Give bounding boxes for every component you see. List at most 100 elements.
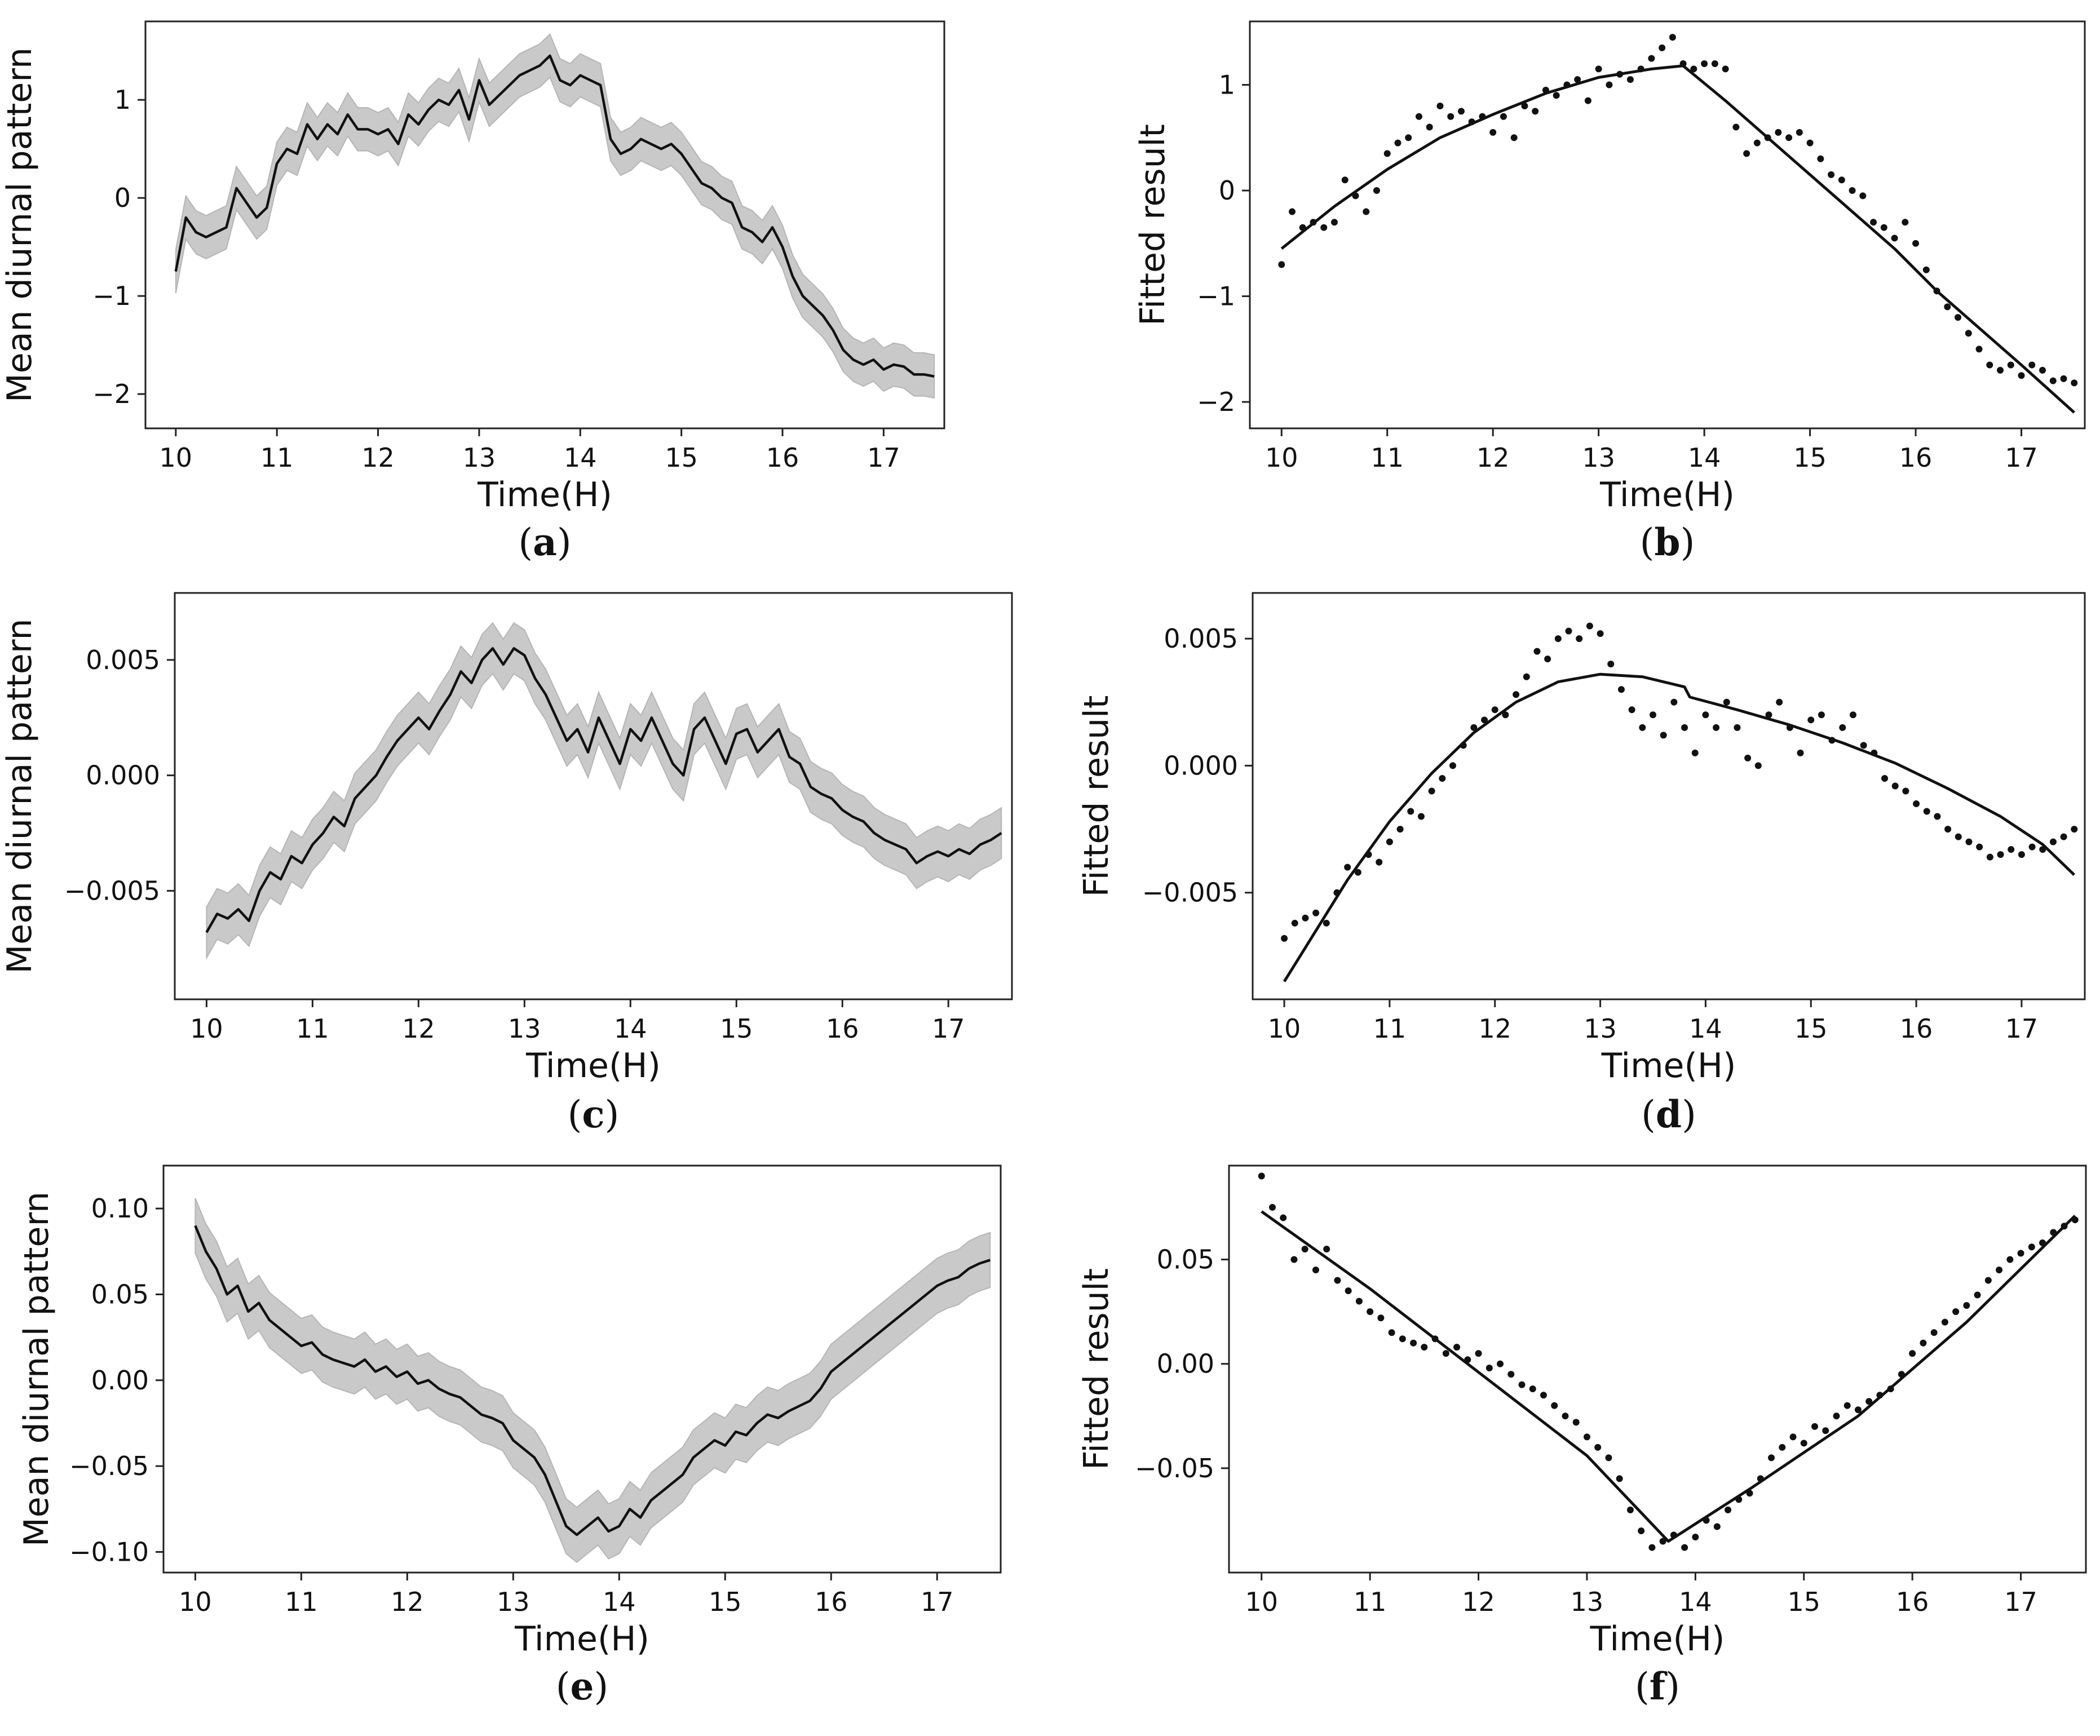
data-point [1986, 361, 1993, 369]
data-point [1838, 176, 1845, 184]
data-point [1898, 1371, 1905, 1378]
data-point [1974, 1291, 1981, 1299]
data-point [1345, 1287, 1352, 1295]
data-point [2071, 826, 2078, 833]
y-tick-label: −0.05 [69, 1451, 149, 1481]
fitted-curve [1283, 672, 2076, 982]
data-point [1944, 303, 1951, 311]
data-point [1849, 187, 1856, 194]
data-point [1532, 108, 1539, 115]
x-tick-label: 15 [1787, 1587, 1820, 1617]
data-point [1574, 76, 1581, 83]
data-point [1711, 60, 1718, 68]
x-tick-label: 15 [720, 1013, 753, 1044]
x-tick-label: 16 [826, 1013, 859, 1044]
y-axis-label: Mean diurnal pattern [0, 619, 39, 974]
data-point [1822, 1427, 1829, 1434]
data-point [2008, 846, 2015, 853]
plot-area [205, 622, 1002, 960]
data-point [1997, 851, 2004, 858]
x-tick-label: 11 [1373, 1013, 1407, 1044]
x-tick-label: 10 [1268, 1013, 1301, 1044]
x-axis-label: Time(H) [477, 475, 612, 515]
data-point [1779, 1443, 1786, 1451]
data-point [1486, 1365, 1493, 1372]
plot-area [1281, 622, 2078, 982]
data-point [1565, 627, 1572, 635]
data-point [1507, 1371, 1515, 1378]
mean-line [194, 1225, 991, 1536]
data-point [2060, 833, 2067, 840]
axes-frame [1228, 1164, 2087, 1574]
data-point [1965, 838, 1973, 845]
data-point [2006, 1256, 2014, 1263]
data-point [1638, 1527, 1645, 1534]
data-point [1800, 1440, 1807, 1447]
x-tick-label: 16 [1900, 1013, 1933, 1044]
data-point [1670, 1531, 1677, 1539]
y-tick-label: 0.05 [91, 1279, 149, 1309]
fitted-curve [1280, 64, 2075, 414]
data-point [1732, 123, 1740, 131]
x-tick-label: 11 [296, 1013, 329, 1044]
data-point [1299, 224, 1306, 231]
data-point [1746, 1490, 1753, 1497]
x-tick-label: 17 [867, 442, 900, 473]
data-point [2050, 1229, 2057, 1236]
y-axis-label: Mean diurnal pattern [0, 47, 39, 402]
data-point [1975, 346, 1983, 353]
x-tick-label: 10 [160, 442, 193, 473]
y-tick-label: 0 [1219, 175, 1235, 206]
x-axis-label: Time(H) [514, 1619, 649, 1659]
data-point [1887, 1385, 1894, 1393]
data-point [1806, 139, 1814, 147]
data-point [1410, 1339, 1417, 1347]
x-tick-label: 14 [1688, 442, 1721, 473]
panel-label: (b) [1640, 520, 1695, 564]
data-point [1510, 134, 1518, 141]
y-tick-label: 1 [114, 85, 131, 115]
data-point [1616, 70, 1624, 78]
data-point [1690, 65, 1697, 73]
data-point [1955, 314, 1962, 321]
y-tick-label: −0.005 [64, 875, 160, 906]
data-point [1944, 826, 1952, 833]
data-point [1278, 261, 1285, 268]
x-tick-label: 13 [463, 442, 496, 473]
data-point [1367, 1308, 1374, 1316]
data-point [1533, 648, 1541, 655]
x-tick-label: 12 [361, 442, 395, 473]
data-point [1871, 749, 1878, 756]
x-tick-label: 17 [921, 1587, 954, 1617]
data-point [2018, 372, 2025, 379]
panel-a: 10 11 12 13 14 15 16 17 −2 −1 0 1 Time(H) Mean diurna… [0, 20, 945, 564]
data-point [1828, 171, 1835, 178]
data-point [1500, 113, 1507, 120]
data-point [1723, 698, 1730, 706]
data-point [1833, 1412, 1840, 1420]
data-point [1258, 1172, 1265, 1180]
data-point [1617, 686, 1625, 693]
data-point [1818, 711, 1825, 719]
x-tick-label: 12 [1476, 442, 1510, 473]
data-point [1436, 103, 1444, 110]
data-point [1976, 843, 1983, 851]
data-point [1775, 129, 1782, 136]
data-point [1544, 656, 1551, 663]
y-axis-label: Fitted result [1077, 696, 1116, 897]
data-point [1776, 698, 1783, 706]
data-point [1513, 691, 1520, 698]
x-tick-label: 17 [2005, 442, 2038, 473]
panel-c: 10 11 12 13 14 15 16 17 −0.005 0.000 0.005 Time(H) M… [0, 592, 1013, 1136]
data-point [1626, 1506, 1634, 1513]
data-point [1955, 833, 1962, 840]
data-point [1479, 113, 1486, 120]
data-point [1320, 224, 1328, 231]
data-point [1460, 742, 1467, 749]
data-point [1648, 55, 1655, 62]
data-point [1923, 808, 1930, 815]
x-tick-label: 15 [1793, 442, 1827, 473]
data-point [1860, 742, 1867, 749]
data-point [1344, 863, 1351, 871]
